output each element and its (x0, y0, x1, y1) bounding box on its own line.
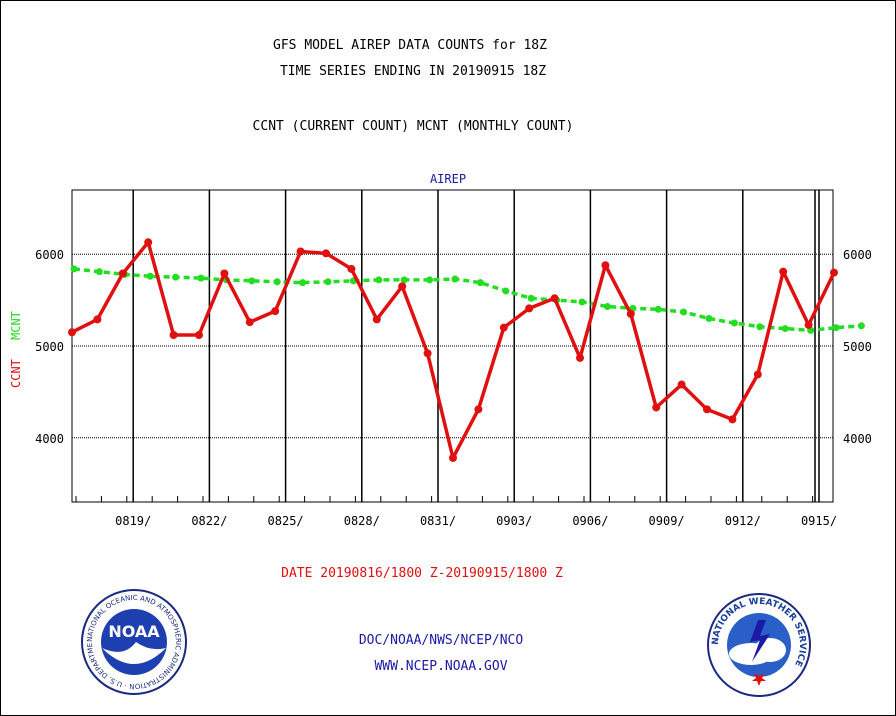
data-point-ccnt (169, 330, 178, 339)
org-label: DOC/NOAA/NWS/NCEP/NCO (358, 633, 524, 648)
data-point-ccnt (93, 315, 102, 324)
data-point-mcnt (324, 278, 332, 286)
x-tick-label: 0903/ (496, 514, 532, 528)
data-point-ccnt (804, 320, 813, 329)
x-tick-label: 0825/ (268, 514, 304, 528)
data-point-mcnt (273, 278, 281, 286)
x-tick-label: 0819/ (115, 514, 151, 528)
data-point-mcnt (400, 276, 408, 284)
data-point-mcnt (730, 319, 738, 327)
data-point-ccnt (195, 330, 203, 339)
chart-title-line2: TIME SERIES ENDING IN 20190915 18Z (279, 64, 547, 79)
data-point-ccnt (753, 370, 762, 379)
nws-logo: NATIONAL WEATHER SERVICE (707, 593, 811, 697)
data-point-ccnt (296, 247, 305, 256)
date-range-label: DATE 20190816/1800 Z-20190915/1800 Z (281, 566, 563, 581)
y-tick-label-right: 5000 (843, 340, 872, 354)
data-point-ccnt (499, 323, 508, 332)
data-point-mcnt (756, 323, 764, 331)
data-point-mcnt (248, 277, 256, 285)
x-tick-label: 0831/ (420, 514, 456, 528)
data-point-mcnt (654, 305, 662, 313)
y-tick-label-left: 5000 (35, 340, 64, 354)
x-tick-label: 0915/ (801, 514, 837, 528)
data-point-ccnt (245, 318, 254, 327)
y-axis-label-mcnt: MCNT (9, 311, 23, 340)
data-point-ccnt (626, 309, 635, 318)
x-tick-label: 0828/ (344, 514, 380, 528)
data-point-mcnt (146, 272, 154, 280)
noaa-logo: NATIONAL OCEANIC AND ATMOSPHERIC ADMINIS… (80, 588, 187, 695)
data-point-ccnt (423, 349, 432, 358)
y-axis-label-ccnt: CCNT (9, 359, 23, 388)
data-point-ccnt (677, 380, 686, 389)
data-point-mcnt (680, 308, 688, 316)
noaa-wordmark: NOAA (108, 622, 160, 641)
x-tick-label: 0906/ (572, 514, 608, 528)
x-tick-label: 0822/ (191, 514, 227, 528)
website-link[interactable]: WWW.NCEP.NOAA.GOV (374, 659, 508, 674)
data-point-ccnt (525, 304, 534, 313)
data-point-mcnt (375, 276, 383, 284)
data-point-ccnt (144, 238, 153, 247)
data-point-mcnt (451, 275, 459, 283)
data-point-ccnt (474, 405, 483, 414)
y-tick-label-left: 6000 (35, 248, 64, 262)
star-icon (752, 673, 766, 686)
data-point-ccnt (703, 405, 711, 414)
data-point-mcnt (299, 279, 307, 287)
data-point-ccnt (449, 453, 457, 462)
data-point-mcnt (95, 268, 103, 276)
data-point-ccnt (550, 294, 559, 303)
data-point-mcnt (476, 279, 484, 287)
data-point-mcnt (857, 322, 865, 330)
data-point-ccnt (652, 403, 661, 412)
data-point-mcnt (781, 325, 789, 333)
data-point-ccnt (830, 268, 838, 277)
series-line-mcnt (73, 267, 862, 333)
data-point-mcnt (197, 274, 205, 282)
data-point-mcnt (527, 294, 535, 302)
data-point-mcnt (426, 276, 434, 284)
y-tick-label-left: 4000 (35, 432, 64, 446)
x-tick-label: 0912/ (725, 514, 761, 528)
data-point-ccnt (220, 269, 229, 278)
data-point-mcnt (502, 287, 510, 295)
data-point-mcnt (578, 298, 586, 306)
y-tick-label-right: 4000 (843, 432, 872, 446)
data-point-ccnt (398, 282, 407, 291)
data-point-ccnt (118, 269, 127, 278)
data-point-ccnt (271, 307, 280, 316)
data-point-mcnt (603, 303, 611, 311)
y-tick-label-right: 6000 (843, 248, 872, 262)
data-point-ccnt (601, 261, 610, 270)
data-point-mcnt (832, 324, 840, 332)
series-legend-line: CCNT (CURRENT COUNT) MCNT (MONTHLY COUNT… (252, 119, 574, 134)
data-point-mcnt (172, 273, 180, 281)
data-point-mcnt (70, 265, 78, 273)
data-point-ccnt (372, 315, 381, 324)
data-point-ccnt (347, 264, 356, 273)
series-line-ccnt (71, 240, 836, 460)
chart-title-line1: GFS MODEL AIREP DATA COUNTS for 18Z (273, 38, 547, 53)
x-tick-label: 0909/ (649, 514, 685, 528)
data-point-ccnt (728, 415, 737, 424)
panel-title: AIREP (429, 172, 467, 186)
data-point-mcnt (705, 314, 713, 322)
data-point-ccnt (68, 328, 76, 337)
data-point-ccnt (779, 267, 788, 276)
data-point-ccnt (576, 353, 584, 362)
data-point-ccnt (322, 249, 330, 258)
